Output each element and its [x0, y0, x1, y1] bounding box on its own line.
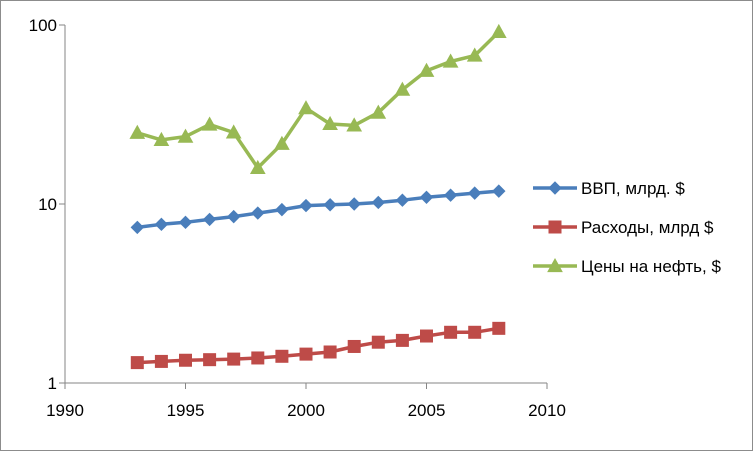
x-tick-label: 1990 [46, 401, 84, 420]
data-point [249, 159, 266, 175]
legend-item: Цены на нефть, $ [533, 257, 721, 276]
data-point [226, 209, 241, 224]
data-point [418, 62, 435, 77]
data-point [275, 202, 289, 217]
series-2 [130, 321, 506, 370]
data-point [130, 220, 145, 235]
data-point [419, 190, 434, 205]
data-point [177, 128, 194, 143]
legend-label: Расходы, млрд $ [581, 218, 714, 237]
data-point [492, 184, 506, 198]
data-point [201, 116, 218, 131]
legend-marker [548, 181, 562, 195]
data-point [275, 349, 289, 363]
y-tick-label: 10 [38, 195, 57, 214]
legend-label: Цены на нефть, $ [581, 257, 721, 276]
x-tick-label: 1995 [167, 401, 205, 420]
series-line [137, 189, 499, 230]
data-point [298, 100, 314, 115]
legend-marker [547, 257, 563, 273]
data-point [492, 321, 506, 335]
data-point [442, 53, 459, 68]
data-point [153, 131, 170, 147]
data-point [178, 215, 193, 230]
data-point [179, 353, 192, 367]
data-point [371, 335, 385, 349]
data-point [394, 81, 411, 96]
data-point [467, 186, 482, 200]
axes: 1 10 100 1990 1995 2000 2005 2010 [29, 16, 566, 420]
data-point [395, 333, 409, 347]
legend-marker [548, 220, 562, 234]
data-point [129, 124, 146, 139]
data-point [203, 353, 217, 367]
x-tick-label: 2010 [528, 401, 566, 420]
data-point [323, 198, 337, 212]
data-point [466, 47, 483, 62]
series-1 [130, 184, 506, 235]
data-point [490, 23, 507, 39]
legend-label: ВВП, млрд. $ [581, 179, 685, 198]
data-point [370, 104, 387, 119]
data-point [154, 217, 169, 232]
series-layer [129, 23, 507, 370]
data-point [468, 325, 482, 339]
data-point [202, 212, 217, 227]
data-point [443, 188, 458, 202]
x-tick-label: 2000 [287, 401, 325, 420]
data-point [371, 195, 386, 210]
data-point [346, 117, 363, 132]
legend-item: Расходы, млрд $ [533, 218, 714, 237]
data-point [347, 197, 361, 211]
x-tick-label: 2005 [408, 401, 446, 420]
y-tick-label: 100 [29, 16, 57, 35]
data-point [251, 206, 265, 220]
data-point [299, 347, 313, 361]
data-point [420, 329, 433, 343]
legend: ВВП, млрд. $ Расходы, млрд $ Цены на нефть… [533, 179, 721, 276]
data-point [444, 325, 458, 339]
data-point [347, 339, 361, 353]
legend-item: ВВП, млрд. $ [533, 179, 685, 198]
series-line [137, 326, 500, 365]
data-point [322, 115, 338, 131]
data-point [154, 354, 168, 368]
data-point [251, 351, 265, 365]
data-point [227, 352, 241, 366]
data-point [395, 193, 410, 207]
data-point [225, 124, 242, 139]
y-tick-label: 1 [48, 374, 57, 393]
data-point [323, 345, 337, 359]
data-point [130, 356, 144, 370]
series-line [136, 30, 501, 170]
series-3 [129, 23, 507, 175]
data-point [274, 135, 290, 150]
data-point [299, 198, 313, 213]
